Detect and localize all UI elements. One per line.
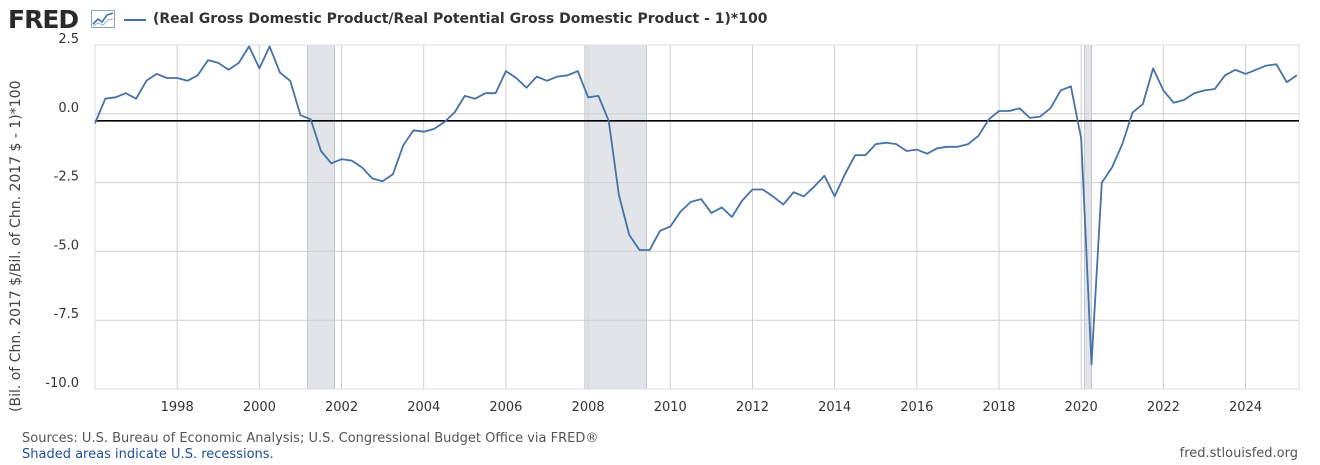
fred-logo[interactable]: FRED [8,5,79,34]
x-tick-label: 2006 [489,400,522,415]
line-chart: 2.5 0.0 -2.5 -5.0 -7.5 -10.0 1998 2000 2002 2004… [45,32,1300,415]
series-layer [94,45,1298,366]
x-tick-label: 2022 [1147,400,1180,415]
legend-line-swatch [124,19,146,21]
y-tick-label: 2.5 [58,32,79,47]
legend-series-label: (Real Gross Domestic Product/Real Potent… [153,11,768,27]
plot-border [94,44,1300,390]
fred-url-link[interactable]: fred.stlouisfed.org [1179,446,1298,461]
y-tick-label: -10.0 [45,376,79,391]
recession-shading-layer [307,44,1092,390]
x-tick-label: 2016 [900,400,933,415]
grid-layer [94,44,1300,390]
y-tick-label: -2.5 [54,170,79,185]
x-tick-label: 2014 [818,400,851,415]
x-tick-label: 2000 [243,400,276,415]
y-tick-label: -7.5 [54,307,79,322]
footer-sources: Sources: U.S. Bureau of Economic Analysi… [22,431,598,463]
x-tick-label: 2002 [325,400,358,415]
y-tick-labels: 2.5 0.0 -2.5 -5.0 -7.5 -10.0 [45,32,79,391]
x-tick-label: 2010 [654,400,687,415]
y-tick-label: -5.0 [54,238,79,253]
x-tick-label: 2004 [407,400,440,415]
x-tick-label: 2024 [1229,400,1262,415]
sources-text: Sources: U.S. Bureau of Economic Analysi… [22,431,599,446]
x-tick-label: 1998 [161,400,194,415]
recession-note-link[interactable]: Shaded areas indicate U.S. recessions. [22,447,274,462]
y-tick-label: 0.0 [58,101,79,116]
chart-line-icon [91,10,115,28]
chart-header: FRED (Real Gross Domestic Product/Real P… [0,4,1320,34]
x-tick-label: 2008 [572,400,605,415]
x-tick-labels: 1998 2000 2002 2004 2006 2008 2010 2012 2014 2016… [161,400,1262,415]
x-tick-label: 2018 [982,400,1015,415]
x-tick-label: 2020 [1065,400,1098,415]
series-line [94,45,1298,366]
x-tick-label: 2012 [736,400,769,415]
recession-band [307,44,335,390]
